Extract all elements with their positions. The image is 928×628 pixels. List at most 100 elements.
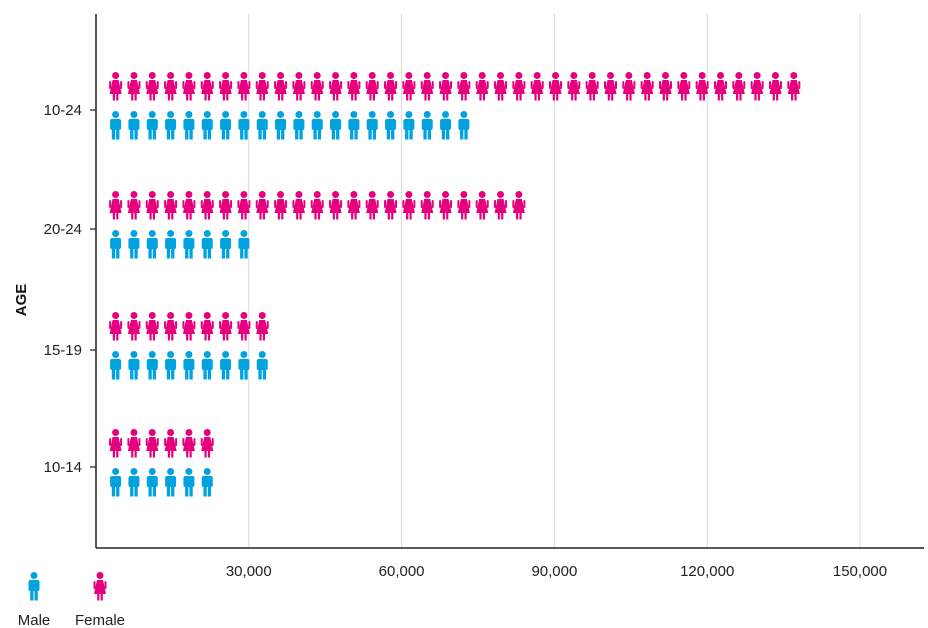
female-person-icon [713,72,727,101]
male-person-icon [330,111,342,140]
y-tick-label: 10-24 [44,102,82,119]
male-person-icon [238,230,250,259]
female-person-icon [402,191,416,220]
female-person-icon [109,429,123,458]
female-person-icon [640,72,654,101]
female-person-icon [768,72,782,101]
female-person-icon [439,191,453,220]
female-person-icon [274,72,288,101]
male-person-icon [165,230,177,259]
female-person-icon [200,429,214,458]
female-bar [109,191,526,220]
female-person-icon [457,72,471,101]
male-person-icon [275,111,287,140]
x-tick-label: 90,000 [531,563,577,580]
female-bar [109,429,214,458]
female-person-icon [787,72,801,101]
male-person-icon [421,111,433,140]
male-person-icon [293,111,305,140]
male-person-icon [348,111,360,140]
male-person-icon [183,111,195,140]
female-person-icon [219,72,233,101]
male-person-icon [128,468,140,497]
female-person-icon [512,191,526,220]
female-person-icon [164,191,178,220]
y-tick-label: 10-14 [44,459,82,476]
female-person-icon [182,72,196,101]
male-person-icon [238,111,250,140]
female-person-icon [310,191,324,220]
male-person-icon [403,111,415,140]
female-person-icon [127,312,141,341]
female-person-icon [274,191,288,220]
female-person-icon [420,72,434,101]
female-person-icon [219,312,233,341]
male-person-icon [201,111,213,140]
male-person-icon [110,351,122,380]
male-person-icon [183,230,195,259]
female-person-icon [109,312,123,341]
female-person-icon [512,72,526,101]
x-tick-label: 30,000 [226,563,272,580]
female-person-icon [255,191,269,220]
male-person-icon [256,111,268,140]
male-person-icon [238,351,250,380]
female-person-icon [164,312,178,341]
male-person-icon [201,468,213,497]
female-person-icon [127,191,141,220]
male-person-icon [128,351,140,380]
grid-lines [248,14,861,548]
female-person-icon [164,72,178,101]
pictograph-marks [109,72,801,497]
female-person-icon [200,312,214,341]
female-person-icon [695,72,709,101]
female-bar [109,312,269,341]
female-legend-icon [93,572,107,601]
female-person-icon [182,429,196,458]
male-person-icon [146,111,158,140]
male-person-icon [146,468,158,497]
y-tick-label: 20-24 [44,221,82,238]
female-person-icon [182,191,196,220]
female-person-icon [420,191,434,220]
female-person-icon [347,72,361,101]
female-person-icon [200,72,214,101]
female-person-icon [585,72,599,101]
male-person-icon [311,111,323,140]
male-person-icon [146,351,158,380]
y-axis-title: AGE [13,284,30,317]
male-bar [110,230,250,259]
male-bar [110,468,213,497]
male-person-icon [110,111,122,140]
female-person-icon [145,429,159,458]
male-person-icon [220,351,232,380]
male-person-icon [128,230,140,259]
female-person-icon [292,72,306,101]
female-bar [109,72,801,101]
y-tick-label: 15-19 [44,342,82,359]
male-person-icon [165,111,177,140]
male-person-icon [165,351,177,380]
legend-label-male: Male [18,612,51,628]
male-person-icon [220,230,232,259]
female-person-icon [255,312,269,341]
female-person-icon [604,72,618,101]
female-person-icon [494,72,508,101]
male-bar [110,111,470,140]
male-person-icon [220,111,232,140]
male-person-icon [128,111,140,140]
female-person-icon [127,429,141,458]
female-person-icon [127,72,141,101]
male-person-icon [110,468,122,497]
female-person-icon [567,72,581,101]
female-person-icon [200,191,214,220]
female-person-icon [549,72,563,101]
male-person-icon [110,230,122,259]
female-person-icon [365,191,379,220]
female-person-icon [329,191,343,220]
female-person-icon [750,72,764,101]
female-person-icon [475,72,489,101]
male-person-icon [183,468,195,497]
female-person-icon [494,191,508,220]
